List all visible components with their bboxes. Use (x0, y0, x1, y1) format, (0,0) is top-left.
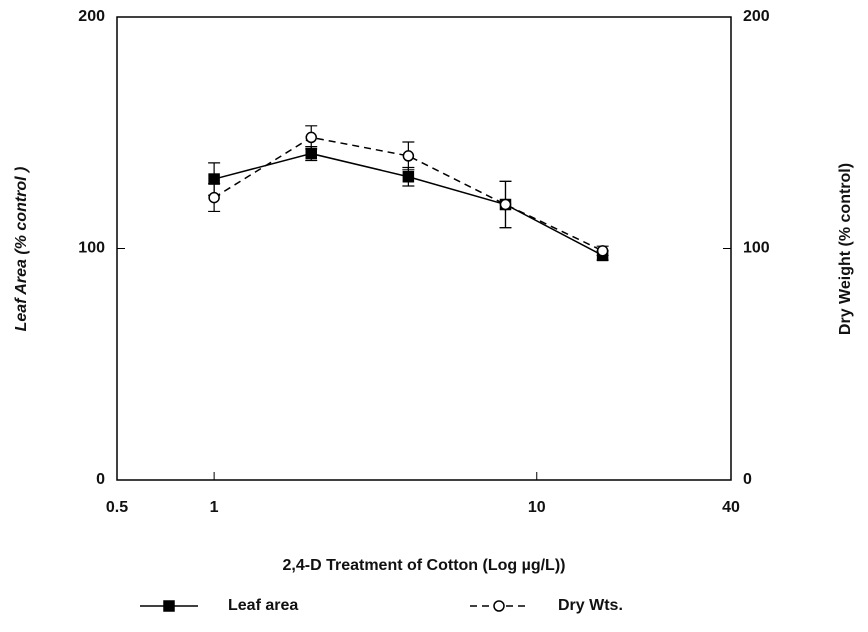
x-tick-label: 1 (210, 499, 219, 516)
data-point (402, 150, 415, 162)
legend-label: Leaf area (228, 597, 298, 614)
y-tick-label: 100 (78, 240, 105, 257)
data-point (305, 147, 317, 160)
data-point (402, 170, 415, 183)
y-axis-label: Leaf Area (% control ) (13, 167, 30, 332)
data-point (208, 191, 220, 204)
legend-marker (163, 600, 175, 612)
y2-axis-label: Dry Weight (% control) (837, 163, 854, 335)
legend-label: Dry Wts. (558, 597, 623, 614)
x-tick-label: 10 (528, 499, 546, 516)
data-point (499, 198, 512, 211)
x-tick-label: 0.5 (106, 499, 128, 516)
legend-marker (493, 600, 505, 612)
series-line (213, 136, 603, 252)
data-point (596, 245, 609, 257)
plot-frame (116, 16, 732, 481)
y2-tick-label: 0 (743, 471, 752, 488)
x-axis-label: 2,4-D Treatment of Cotton (Log µg/L)) (283, 557, 566, 574)
y-tick-label: 200 (78, 8, 105, 25)
y2-tick-label: 200 (743, 8, 770, 25)
x-tick-label: 40 (722, 499, 740, 516)
data-point (208, 173, 220, 185)
data-point (305, 131, 317, 144)
y-tick-label: 0 (96, 471, 105, 488)
y2-tick-label: 100 (743, 240, 770, 257)
